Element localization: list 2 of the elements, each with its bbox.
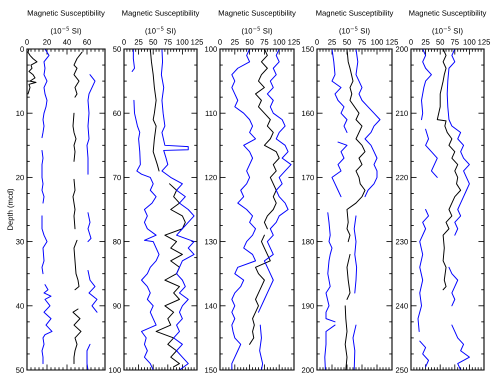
line-series bbox=[160, 49, 195, 370]
line-series bbox=[231, 49, 256, 370]
